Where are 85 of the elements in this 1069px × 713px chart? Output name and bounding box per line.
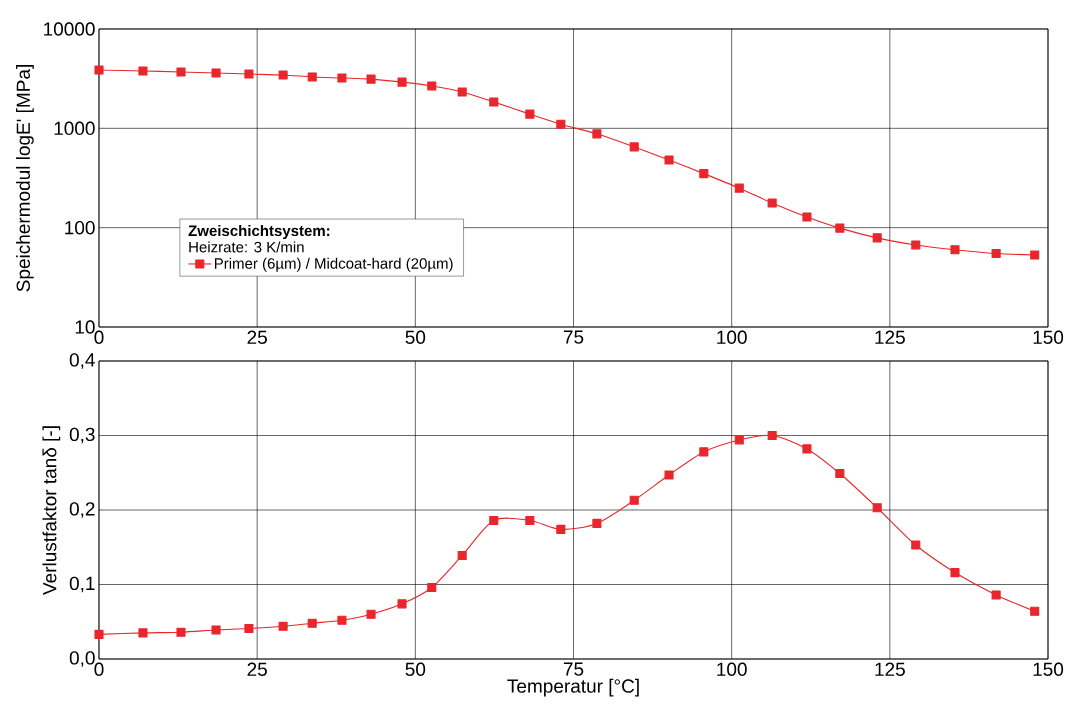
point: [176, 627, 186, 637]
point: [525, 515, 535, 525]
y-tick-label: 1000: [54, 121, 95, 136]
point: [138, 66, 148, 76]
y-tick-label: 0,3: [69, 427, 95, 444]
annotation: Heizrate: 3 K/min: [189, 241, 304, 253]
point: [525, 109, 535, 119]
point: [872, 233, 882, 243]
point: [307, 72, 317, 82]
point: [629, 142, 639, 152]
point: [734, 435, 744, 445]
x-tick-label: 0: [94, 330, 104, 344]
y-axis-title: Verlustfaktor tanδ [-]: [42, 426, 61, 595]
point: [94, 629, 104, 639]
point: [767, 430, 777, 441]
point: [366, 74, 376, 84]
point: [734, 183, 744, 193]
point: [556, 524, 566, 534]
x-tick-label: 75: [563, 662, 584, 676]
point: [911, 240, 921, 250]
point: [427, 81, 437, 91]
point: [457, 550, 467, 560]
point: [94, 65, 104, 75]
y-tick-label: 0,4: [69, 353, 95, 369]
x-tick-label: 125: [875, 662, 905, 676]
point: [950, 245, 960, 255]
point: [664, 155, 674, 165]
x-tick-label: 125: [875, 330, 905, 344]
point: [278, 621, 288, 631]
point: [991, 590, 1001, 600]
x-tick-label: 25: [247, 662, 267, 676]
point: [489, 515, 499, 525]
point: [211, 68, 221, 78]
legend-label: Primer (6µm) / Midcoat-hard (20µm): [214, 257, 453, 272]
point: [337, 615, 347, 625]
point: [872, 503, 882, 513]
point: [138, 628, 148, 638]
x-tick-label: 150: [1033, 662, 1064, 676]
point: [457, 87, 467, 97]
point: [278, 70, 288, 80]
point: [211, 625, 221, 635]
y-tick-label: 0,1: [69, 576, 95, 593]
point: [835, 223, 845, 233]
point: [991, 248, 1001, 259]
point: [950, 568, 960, 578]
y-tick-label: 0,0: [69, 651, 95, 667]
x-axis-title: Temperatur [°C]: [507, 678, 639, 697]
point: [307, 618, 317, 628]
point: [244, 69, 254, 79]
y-tick-label: 100: [65, 220, 95, 235]
x-tick-label: 100: [717, 330, 747, 344]
legend-title: Zweischichtsystem:: [188, 225, 330, 240]
point: [699, 447, 709, 457]
point: [1030, 250, 1040, 260]
point: [397, 77, 407, 87]
point: [835, 468, 845, 479]
point: [337, 73, 347, 83]
y-tick-label: 10: [75, 320, 95, 334]
y-axis-title: Speichermodul logE' [MPa]: [16, 65, 34, 292]
point: [802, 212, 812, 222]
y-tick-label: 10000: [44, 22, 95, 36]
point: [592, 129, 602, 139]
point: [366, 609, 376, 619]
point: [911, 540, 921, 550]
point: [592, 518, 602, 528]
point: [629, 495, 639, 505]
point: [397, 599, 407, 609]
x-tick-label: 25: [247, 330, 267, 344]
point: [802, 444, 812, 454]
point: [427, 582, 437, 593]
x-tick-label: 100: [717, 662, 747, 676]
point: [176, 67, 186, 77]
point: [556, 119, 566, 129]
x-tick-label: 75: [563, 330, 584, 344]
x-tick-label: 0: [94, 662, 104, 676]
point: [489, 97, 499, 107]
point: [664, 470, 674, 480]
x-tick-label: 50: [405, 330, 426, 344]
x-tick-label: 150: [1033, 330, 1064, 344]
point: [244, 623, 254, 634]
point: [699, 169, 709, 179]
point: [767, 198, 777, 208]
y-tick-label: 0,2: [69, 502, 95, 518]
point: [1030, 606, 1040, 616]
x-tick-label: 50: [405, 662, 426, 676]
